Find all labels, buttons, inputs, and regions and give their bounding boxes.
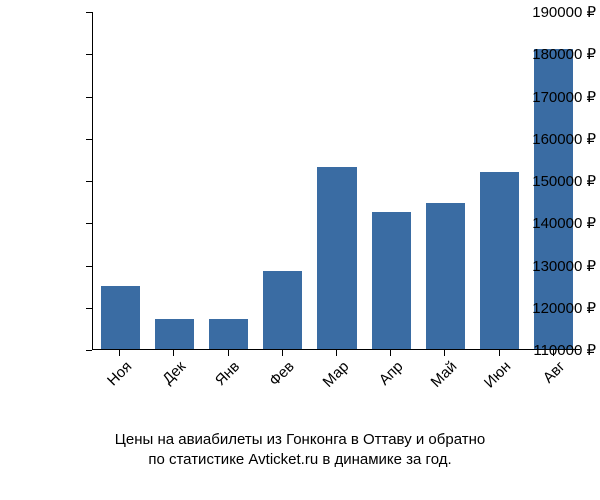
y-tick-label: 120000 ₽ [510,299,596,317]
bar [209,319,248,349]
bar [317,167,356,349]
y-tick-label: 160000 ₽ [510,130,596,148]
x-tick-label: Фев [266,358,298,390]
price-chart: 110000 ₽120000 ₽130000 ₽140000 ₽150000 ₽… [0,0,600,500]
bar [263,271,302,349]
bar [426,203,465,349]
x-tick-label: Дек [160,358,190,388]
x-axis: Ноя Дек Янв Фев Мар Апр Май Июн Авг [92,350,580,430]
x-tick-label: Мар [319,358,352,391]
bar [372,212,411,349]
y-tick-label: 140000 ₽ [510,214,596,232]
caption-line: Цены на авиабилеты из Гонконга в Оттаву … [0,430,600,450]
chart-caption: Цены на авиабилеты из Гонконга в Оттаву … [0,430,600,471]
x-tick-label: Май [428,358,461,391]
y-tick-label: 170000 ₽ [510,88,596,106]
bar [155,319,194,349]
bar [101,286,140,349]
y-tick-label: 150000 ₽ [510,172,596,190]
x-tick-label: Авг [540,358,569,387]
x-tick-label: Июн [481,358,514,391]
x-tick-label: Янв [212,358,243,389]
caption-line: по статистике Avticket.ru в динамике за … [0,450,600,470]
y-tick-label: 130000 ₽ [510,257,596,275]
plot-area [92,12,580,350]
x-tick-label: Ноя [104,358,135,389]
x-tick-label: Апр [376,358,407,389]
y-tick-label: 190000 ₽ [510,3,596,21]
y-tick-label: 180000 ₽ [510,45,596,63]
